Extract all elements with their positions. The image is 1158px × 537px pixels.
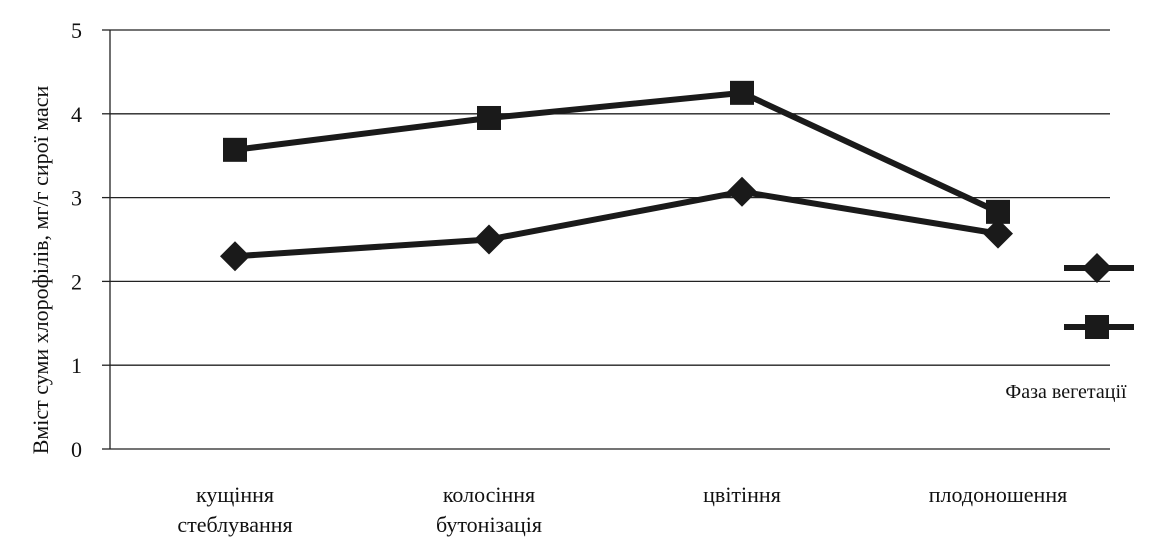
series-square <box>223 80 1010 224</box>
legend-marker-square <box>1085 315 1109 339</box>
legend-marker-diamond <box>1082 253 1112 283</box>
x-category-labels: кущіння стеблування колосіння бутонізація цв… <box>177 482 1067 537</box>
gridlines <box>102 29 1110 450</box>
legend <box>1064 253 1134 339</box>
data-point-diamond <box>474 224 504 255</box>
series-line <box>234 89 1000 215</box>
legend-entry-diamond <box>1064 253 1134 283</box>
data-point-diamond <box>983 218 1013 249</box>
y-tick-label: 5 <box>71 18 82 43</box>
y-axis-title: Вміст суми хлорофілів, мг/г сирої маси <box>28 85 53 454</box>
y-tick-label: 4 <box>71 102 82 127</box>
x-category-label: плодоношення <box>929 482 1067 507</box>
series-diamond <box>220 176 1013 272</box>
x-category-label: цвітіння <box>703 482 781 507</box>
data-point-square <box>477 105 501 130</box>
x-category-label: стеблування <box>177 512 292 537</box>
y-tick-label: 3 <box>71 186 82 211</box>
series-line <box>234 188 999 260</box>
y-tick-label: 1 <box>71 353 82 378</box>
x-category-label: кущіння <box>196 482 274 507</box>
data-point-diamond <box>727 176 757 207</box>
data-point-square <box>986 199 1010 224</box>
data-point-square <box>223 137 247 162</box>
y-tick-labels: 0 1 2 3 4 5 <box>71 18 82 462</box>
x-category-label: колосіння <box>443 482 535 507</box>
y-tick-label: 2 <box>71 269 82 294</box>
series-group <box>220 80 1013 272</box>
data-point-square <box>730 80 754 105</box>
x-category-label: бутонізація <box>436 512 542 537</box>
data-point-diamond <box>220 241 250 272</box>
legend-entry-square <box>1064 315 1134 339</box>
y-tick-label: 0 <box>71 437 82 462</box>
x-axis-title: Фаза вегетації <box>1005 381 1127 403</box>
